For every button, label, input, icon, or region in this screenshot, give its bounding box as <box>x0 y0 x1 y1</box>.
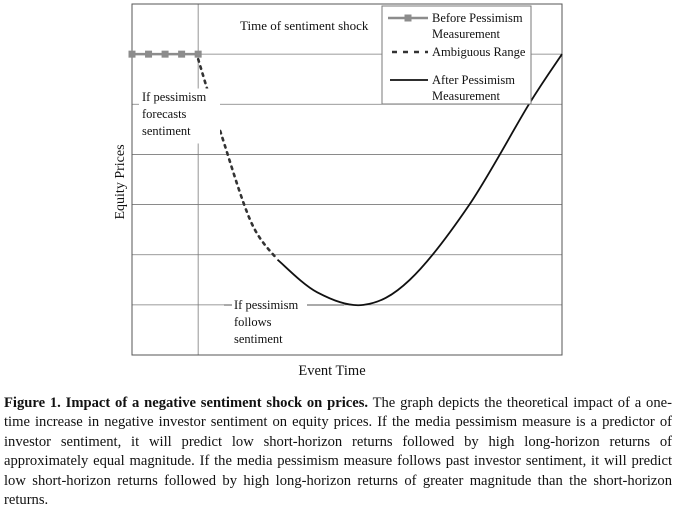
y-axis-label: Equity Prices <box>113 144 128 219</box>
caption-label: Figure 1. <box>4 395 61 411</box>
annotation-forecasts-sentiment: If pessimism forecasts sentiment <box>142 90 207 138</box>
legend-marker-before <box>404 14 412 22</box>
series-marker-before <box>161 50 169 58</box>
figure-caption: Figure 1. Impact of a negative sentiment… <box>4 394 672 510</box>
legend-label-after: After Pessimism Measurement <box>432 73 515 103</box>
series-marker-before <box>178 50 186 58</box>
annotation-layer: Time of sentiment shock If pessimism forec… <box>139 18 369 352</box>
axis-labels: Event Time Equity Prices <box>113 144 366 379</box>
plot-frame <box>131 3 563 356</box>
annotation-follows-sentiment-background <box>231 296 312 352</box>
legend: Before Pessimism Measurement Ambiguous Ran… <box>381 5 532 105</box>
annotation-shock-time: Time of sentiment shock <box>240 18 369 33</box>
legend-label-ambiguous: Ambiguous Range <box>432 45 526 59</box>
series-marker-before <box>194 50 202 58</box>
legend-label-before: Before Pessimism Measurement <box>432 11 523 41</box>
legend-box <box>381 5 532 105</box>
series-marker-before <box>145 50 153 58</box>
annotation-follows-sentiment: If pessimism follows sentiment <box>234 298 299 346</box>
caption-text: The graph depicts the theoretical impact… <box>4 395 672 509</box>
annotation-forecasts-sentiment-background <box>139 88 220 144</box>
series-marker-before <box>128 50 136 58</box>
x-axis-label: Event Time <box>298 363 365 379</box>
figure: Time of sentiment shock If pessimism forec… <box>113 3 563 379</box>
caption-title: Impact of a negative sentiment shock on … <box>65 395 369 411</box>
chart: Time of sentiment shock If pessimism forec… <box>113 3 563 379</box>
